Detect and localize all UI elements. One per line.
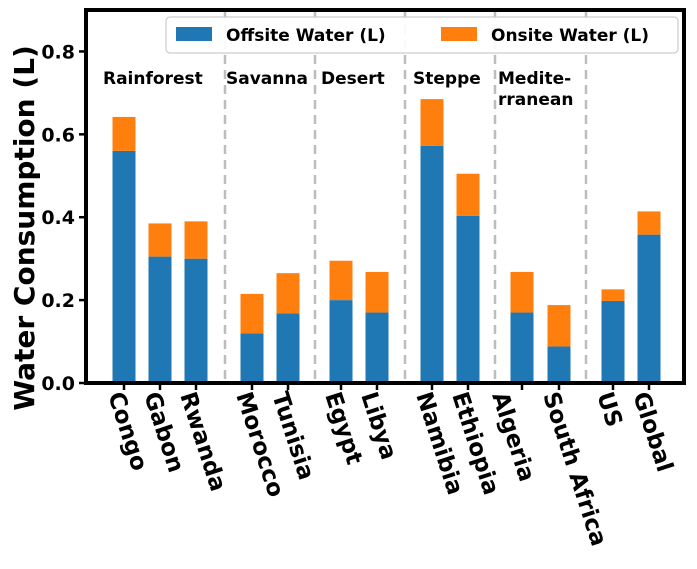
region-label: Savanna (226, 69, 308, 89)
region-label: rranean (498, 90, 573, 110)
bar-onsite-congo (112, 116, 136, 151)
bar-onsite-tunisia (276, 273, 300, 314)
legend-label: Onsite Water (L) (491, 26, 649, 46)
bar-offsite-algeria (510, 312, 534, 383)
plot-frame (84, 8, 686, 385)
region-label: Medite- (498, 69, 571, 89)
bar-onsite-ethiopia (456, 173, 480, 216)
y-tick-label: 0.6 (41, 124, 75, 146)
y-tick-label: 0.2 (41, 290, 75, 312)
x-tick-label: Rwanda (174, 389, 231, 495)
bar-onsite-us (601, 289, 625, 301)
bar-onsite-libya (365, 271, 389, 313)
bar-onsite-morocco (240, 293, 264, 334)
region-labels: Rainforest Savanna Desert Steppe Medite-rran… (103, 69, 573, 110)
region-label: Desert (321, 69, 385, 89)
x-tick-label: US (591, 389, 627, 431)
bar-offsite-morocco (240, 333, 264, 383)
legend-label: Offsite Water (L) (226, 26, 386, 46)
region-label: Steppe (413, 69, 481, 89)
y-axis: 0.0 0.2 0.4 0.6 0.8 (41, 41, 86, 395)
y-tick-label: 0.0 (41, 373, 75, 395)
bar-offsite-namibia (420, 145, 444, 383)
y-axis-label: Water Consumption (L) (8, 45, 41, 411)
bar-onsite-rwanda (184, 221, 208, 259)
region-label: Rainforest (103, 69, 203, 89)
bar-onsite-algeria (510, 271, 534, 313)
bar-offsite-ethiopia (456, 215, 480, 383)
y-tick-label: 0.8 (41, 41, 75, 63)
y-tick-label: 0.4 (41, 207, 75, 229)
x-tick-label: Global (627, 389, 677, 475)
bar-offsite-rwanda (184, 258, 208, 383)
legend-swatch (176, 27, 212, 41)
bar-offsite-us (601, 300, 625, 383)
bar-offsite-congo (112, 150, 136, 383)
bar-offsite-south-africa (547, 346, 571, 383)
bars (112, 99, 661, 383)
bar-offsite-tunisia (276, 313, 300, 383)
legend-box (165, 16, 679, 54)
bar-offsite-gabon (148, 256, 172, 383)
bar-offsite-global (637, 234, 661, 383)
bar-onsite-namibia (420, 99, 444, 146)
legend: Offsite Water (L) Onsite Water (L) (165, 16, 679, 54)
region-dividers (223, 10, 588, 383)
bar-onsite-south-africa (547, 305, 571, 347)
bar-onsite-egypt (329, 260, 353, 301)
bar-onsite-gabon (148, 223, 172, 257)
legend-swatch (441, 27, 477, 41)
bar-offsite-egypt (329, 300, 353, 383)
bar-offsite-libya (365, 312, 389, 383)
bar-onsite-global (637, 211, 661, 235)
